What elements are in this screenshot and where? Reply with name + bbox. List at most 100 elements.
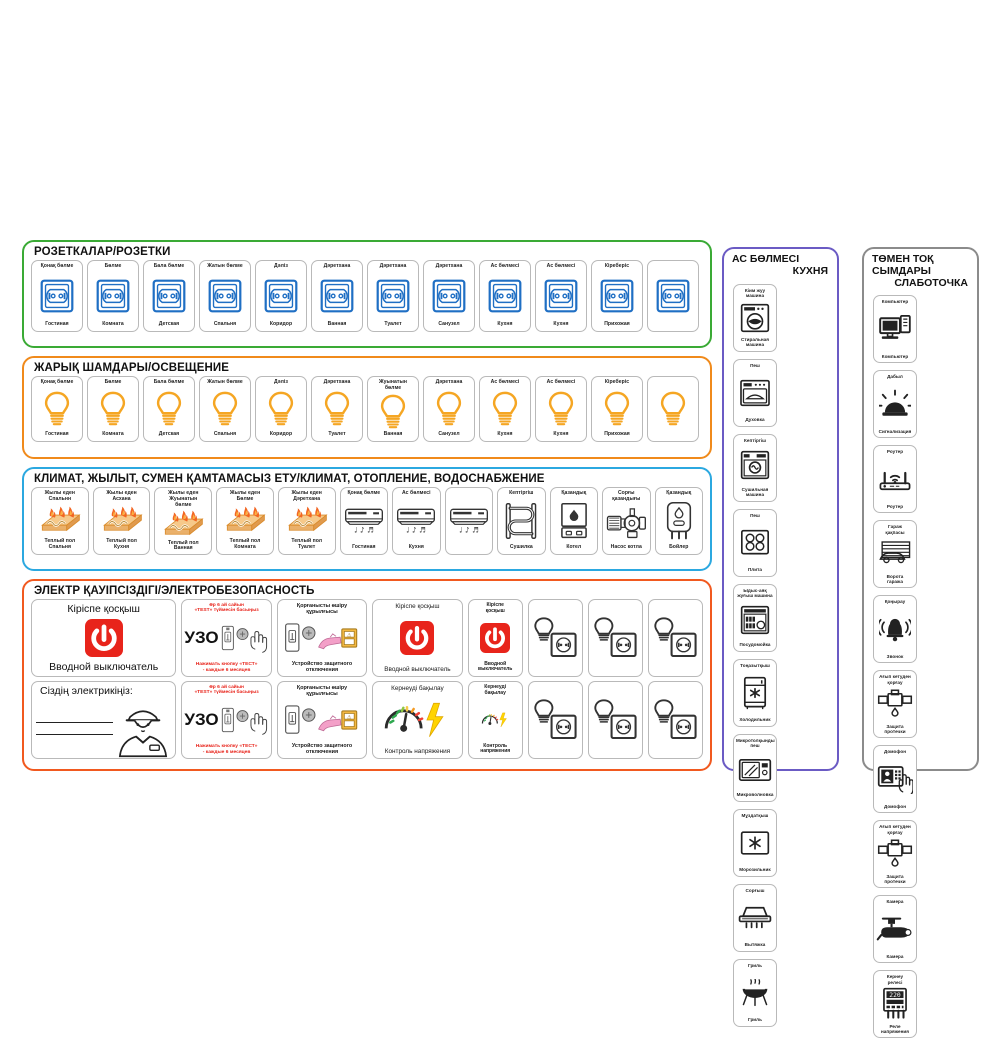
rcd-device-card-2[interactable]: Қорғанысты өшіру құрылғысы ⚠ Устройство … [276,681,368,759]
lighting-card-4[interactable]: Дәліз Коридор [255,376,307,442]
climate-card-0[interactable]: Жылы еден Спальнн Теплый пол Спальня [31,487,89,555]
card-label-ru: Гостиная [45,431,69,438]
voltage-relay-icon: 220 [876,985,914,1024]
kitchen-appliance-card-9[interactable]: Гриль Гриль [733,958,777,1027]
socket-card-8[interactable]: Ас бөлмесі Кухня [479,260,531,332]
kitchen-appliance-card-4[interactable]: Ыдыс-аяқ жуғыш машина Посудомойка [733,583,777,652]
card-label-kz: Бөлме [104,379,122,385]
kitchen-appliance-card-5[interactable]: Тоңазытқыш Холодильник [733,658,777,727]
lowvoltage-device-card-6[interactable]: Домофон Домофон [873,745,917,814]
light-socket-icon [651,685,700,755]
card-label-kz: Ас бөлмесі [402,490,431,496]
socket-card-5[interactable]: Дәретхана Ванная [311,260,363,332]
kitchen-appliance-card-7[interactable]: Мұздатқыш Морозильник [733,808,777,877]
lowvoltage-device-card-5[interactable]: Ағып кетуден қорғау Защита протечки [873,670,917,739]
climate-card-3[interactable]: Жылы еден Бөлме Теплый пол Комната [216,487,274,555]
lighting-card-3[interactable]: Жатын бөлме Спальня [199,376,251,442]
socket-card-7[interactable]: Дәретхана Санузел [423,260,475,332]
lighting-card-10[interactable]: Кіреберіс Прихожая [591,376,643,442]
kitchen-appliance-card-8[interactable]: Сорғыш Вытяжка [733,883,777,952]
card-label-ru: Кухня [553,431,569,438]
electrician-write-line-2[interactable] [36,733,114,735]
light-bulb-icon [482,386,528,432]
kitchen-appliance-card-0[interactable]: Кіим жуу машина Стиральная машина [733,283,777,352]
socket-card-2[interactable]: Бала бөлме Детская [143,260,195,332]
card-label-kz: Жылы еден Асхана [106,490,137,502]
socket-card-0[interactable]: Қонақ бөлме Гостиная [31,260,83,332]
power-socket-icon [202,270,248,322]
card-label-ru: Кухня [553,321,569,328]
light-socket-card-2-7[interactable] [647,681,703,759]
climate-card-8[interactable]: Кептіргіш Сушилка [497,487,546,555]
light-socket-card-1-5[interactable] [527,599,583,677]
main-switch-card-sm-1[interactable]: Кіріспе қосқыш Вводной выключатель [467,599,523,677]
light-socket-card-2-6[interactable] [587,681,643,759]
rcd-test-card-1[interactable]: Әр 6 ай сайын «TEST» түймесін басыңыз УЗ… [181,599,272,677]
electrician-label-kz: Сіздің электрикіңіз: [40,685,133,697]
lighting-card-2[interactable]: Бала бөлме Детская [143,376,195,442]
electrician-card[interactable]: Сіздің электрикіңіз: Ваш электрик [31,681,177,759]
socket-card-11[interactable] [647,260,699,332]
svg-text:♩ ♪ ♬: ♩ ♪ ♬ [459,526,479,535]
card-label-kz: Қонақ бөлме [40,263,74,269]
lowvoltage-device-card-3[interactable]: Гараж қақпасы Ворота гаража [873,520,917,589]
light-socket-card-1-7[interactable] [647,599,703,677]
card-label-kz: Дәліз [274,263,288,269]
lighting-card-11[interactable] [647,376,699,442]
lighting-card-8[interactable]: Ас бөлмесі Кухня [479,376,531,442]
light-socket-card-1-6[interactable] [587,599,643,677]
voltage-control-card[interactable]: Кернеуді бақылау Контроль напряжения [372,681,463,759]
climate-card-9[interactable]: Қазандық Котел [549,487,599,555]
climate-card-5[interactable]: Қонақ бөлме ♩ ♪ ♬ Гостиная [339,487,389,555]
main-switch-card-1[interactable]: Кіріспе қосқыш Вводной выключатель [31,599,177,677]
rcd-device-card-1[interactable]: Қорғанысты өшіру құрылғысы ⚠ Устройство … [276,599,368,677]
rcd-test-icon: УЗО [184,696,268,744]
lowvoltage-device-card-0[interactable]: Компьютер Компьютер [873,295,917,364]
electrician-icon [113,697,173,758]
power-socket-icon [426,270,472,322]
lighting-card-1[interactable]: Бөлме Комната [87,376,139,442]
socket-card-1[interactable]: Бөлме Комната [87,260,139,332]
lowvoltage-device-card-9[interactable]: Кернеу релесі 220 Реле напряжения [873,970,917,1039]
socket-card-10[interactable]: Кіреберіс Прихожая [591,260,643,332]
rcd-test-icon: УЗО [184,614,268,662]
socket-card-9[interactable]: Ас бөлмесі Кухня [535,260,587,332]
lighting-card-6[interactable]: Жуынатын бөлме Ванная [367,376,419,442]
main-switch-card-b-1[interactable]: Кіріспе қосқыш Вводной выключатель [372,599,463,677]
lowvoltage-device-card-8[interactable]: Камера Камера [873,895,917,964]
lighting-card-0[interactable]: Қонақ бөлме Гостиная [31,376,83,442]
lowvoltage-device-card-2[interactable]: Роутер Роутер [873,445,917,514]
light-socket-card-2-5[interactable] [527,681,583,759]
kitchen-appliance-card-6[interactable]: Микротолқынды пеш Микроволновка [733,733,777,802]
climate-card-1[interactable]: Жылы еден Асхана Теплый пол Кухня [92,487,151,555]
section-title-sockets: РОЗЕТКАЛАР/РОЗЕТКИ [34,246,171,258]
kitchen-appliance-card-2[interactable]: Кептіргіш Сушильная машина [733,433,777,502]
kitchen-appliance-card-3[interactable]: Пеш Плита [733,508,777,577]
lighting-card-9[interactable]: Ас бөлмесі Кухня [535,376,587,442]
card-label-kz: Жылы еден Спальнн [44,490,76,502]
climate-card-7[interactable]: ♩ ♪ ♬ [444,487,494,555]
card-label-kz: Ас бөлмесі [546,379,576,385]
socket-card-4[interactable]: Дәліз Коридор [255,260,307,332]
lowvoltage-device-card-1[interactable]: Дабыл Сигнализация [873,370,917,439]
voltage-control-card-sm[interactable]: Кернеуді бақылау Контроль напряжения [467,681,523,759]
climate-card-11[interactable]: Қазандық Бойлер [654,487,703,555]
electrician-write-line-1[interactable] [36,721,114,723]
card-label-kz: Дәретхана [435,379,463,385]
svg-text:♩ ♪ ♬: ♩ ♪ ♬ [354,526,374,535]
rcd-test-card-2[interactable]: Әр 6 ай сайын «TEST» түймесін басыңыз УЗ… [181,681,272,759]
climate-card-6[interactable]: Ас бөлмесі ♩ ♪ ♬ Кухня [392,487,441,555]
climate-card-2[interactable]: Жылы еден Жуынатын бөлме Теплый пол Ванн… [154,487,213,555]
socket-card-6[interactable]: Дәретхана Туалет [367,260,419,332]
climate-card-4[interactable]: Жылы еден Дәретхана Теплый пол Туалет [277,487,336,555]
lighting-card-7[interactable]: Дәретхана Санузел [423,376,475,442]
uzo-label: УЗО [184,710,219,729]
lighting-card-5[interactable]: Дәретхана Туалет [311,376,363,442]
card-label-kz: Сорғыш [745,887,765,893]
rcd-label-ru: Устройство защитного отключения [291,660,353,673]
climate-card-10[interactable]: Сорғы қазандығы Насос котла [602,487,651,555]
kitchen-appliance-card-1[interactable]: Пеш Духовка [733,358,777,427]
lowvoltage-device-card-7[interactable]: Ағып кетуден қорғау Защита протечки [873,820,917,889]
lowvoltage-device-card-4[interactable]: Қоңырау Звонок [873,595,917,664]
socket-card-3[interactable]: Жатын бөлме Спальня [199,260,251,332]
